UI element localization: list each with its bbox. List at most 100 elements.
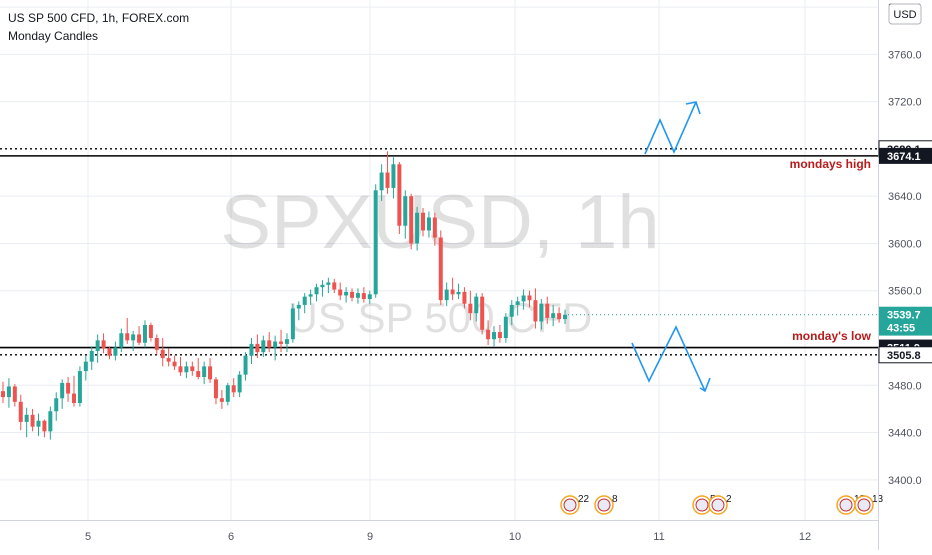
candle[interactable] bbox=[225, 382, 230, 406]
candle[interactable] bbox=[213, 377, 218, 405]
candle[interactable] bbox=[397, 161, 402, 234]
candle[interactable] bbox=[18, 394, 23, 431]
candle[interactable] bbox=[71, 375, 76, 407]
candle[interactable] bbox=[480, 293, 485, 335]
candle[interactable] bbox=[202, 361, 207, 385]
candle[interactable] bbox=[527, 290, 532, 308]
candle[interactable] bbox=[54, 392, 59, 421]
candle[interactable] bbox=[178, 356, 183, 376]
currency-button[interactable]: USD bbox=[888, 3, 922, 25]
candle[interactable] bbox=[509, 300, 514, 325]
candle[interactable] bbox=[208, 358, 213, 383]
candle[interactable] bbox=[107, 346, 112, 360]
candle[interactable] bbox=[421, 208, 426, 237]
candle[interactable] bbox=[308, 289, 313, 305]
price-axis-label[interactable]: 3674.1 bbox=[879, 147, 932, 164]
candle[interactable] bbox=[95, 334, 100, 363]
candle[interactable] bbox=[350, 288, 355, 302]
candle[interactable] bbox=[391, 157, 396, 199]
candle[interactable] bbox=[148, 322, 153, 342]
candle[interactable] bbox=[361, 287, 366, 303]
candle[interactable] bbox=[355, 288, 360, 304]
candle[interactable] bbox=[438, 230, 443, 305]
candle[interactable] bbox=[66, 377, 71, 402]
candle[interactable] bbox=[344, 287, 349, 303]
economic-event-badge[interactable]: 22 bbox=[560, 494, 590, 515]
candle[interactable] bbox=[302, 293, 307, 314]
candle[interactable] bbox=[367, 290, 372, 304]
candle[interactable] bbox=[426, 211, 431, 238]
candle[interactable] bbox=[1, 381, 5, 403]
candle[interactable] bbox=[101, 333, 106, 354]
price-axis-label[interactable]: 3505.8 bbox=[878, 346, 932, 364]
candle[interactable] bbox=[249, 338, 254, 364]
candle[interactable] bbox=[137, 326, 142, 346]
candle[interactable] bbox=[497, 325, 502, 343]
candle[interactable] bbox=[113, 341, 118, 361]
economic-event-badge[interactable]: 13 bbox=[854, 494, 884, 515]
candle[interactable] bbox=[515, 296, 520, 316]
candle[interactable] bbox=[42, 419, 47, 438]
candle[interactable] bbox=[89, 346, 94, 370]
candle[interactable] bbox=[521, 289, 526, 310]
candle[interactable] bbox=[545, 296, 550, 324]
candle[interactable] bbox=[273, 335, 278, 361]
bearish-projection-arrow[interactable] bbox=[631, 325, 706, 392]
candle[interactable] bbox=[456, 283, 461, 299]
candle[interactable] bbox=[326, 277, 331, 294]
candle[interactable] bbox=[332, 278, 337, 294]
candle[interactable] bbox=[415, 206, 420, 251]
candle[interactable] bbox=[486, 320, 491, 346]
candle[interactable] bbox=[261, 335, 266, 357]
candle[interactable] bbox=[492, 326, 497, 347]
candle[interactable] bbox=[184, 361, 189, 379]
candle[interactable] bbox=[539, 299, 544, 330]
candle[interactable] bbox=[279, 329, 284, 353]
candle[interactable] bbox=[267, 332, 272, 353]
candle[interactable] bbox=[385, 151, 390, 194]
candle[interactable] bbox=[432, 212, 437, 246]
candle[interactable] bbox=[563, 309, 567, 324]
candle[interactable] bbox=[83, 355, 88, 381]
candle[interactable] bbox=[231, 378, 236, 398]
candle[interactable] bbox=[444, 282, 449, 307]
indicator-title[interactable]: Monday Candles bbox=[8, 29, 99, 43]
candle[interactable] bbox=[172, 355, 177, 370]
economic-event-badge[interactable]: 8 bbox=[594, 494, 618, 515]
candle[interactable] bbox=[6, 378, 11, 408]
candle[interactable] bbox=[462, 287, 467, 309]
candle[interactable] bbox=[190, 361, 195, 376]
bullish-projection-arrow[interactable] bbox=[644, 101, 697, 155]
candle[interactable] bbox=[36, 413, 41, 437]
candle[interactable] bbox=[160, 338, 165, 367]
candle[interactable] bbox=[48, 406, 53, 440]
price-axis-label[interactable]: 43:55 bbox=[879, 319, 932, 336]
candle[interactable] bbox=[142, 320, 147, 348]
candle[interactable] bbox=[119, 328, 124, 353]
candle[interactable] bbox=[77, 366, 82, 407]
candle[interactable] bbox=[450, 277, 455, 301]
price-axis-label[interactable]: 3539.7 bbox=[879, 306, 932, 323]
candle[interactable] bbox=[243, 352, 248, 381]
candle[interactable] bbox=[196, 358, 201, 380]
candle[interactable] bbox=[533, 288, 538, 329]
candle[interactable] bbox=[373, 184, 378, 298]
candle[interactable] bbox=[557, 307, 562, 323]
candle[interactable] bbox=[290, 303, 295, 343]
candle[interactable] bbox=[503, 313, 508, 343]
candle[interactable] bbox=[166, 348, 171, 367]
candle[interactable] bbox=[30, 408, 35, 432]
candle[interactable] bbox=[551, 304, 556, 327]
candle[interactable] bbox=[219, 390, 224, 409]
candle[interactable] bbox=[296, 301, 301, 321]
candle[interactable] bbox=[12, 384, 17, 407]
candle[interactable] bbox=[379, 164, 384, 201]
symbol-title[interactable]: US SP 500 CFD, 1h, FOREX.com bbox=[8, 11, 190, 25]
candle[interactable] bbox=[237, 371, 242, 398]
candle[interactable] bbox=[314, 283, 319, 302]
candle[interactable] bbox=[60, 379, 65, 409]
candle[interactable] bbox=[338, 282, 343, 301]
candle[interactable] bbox=[284, 333, 289, 353]
candle[interactable] bbox=[409, 193, 414, 250]
